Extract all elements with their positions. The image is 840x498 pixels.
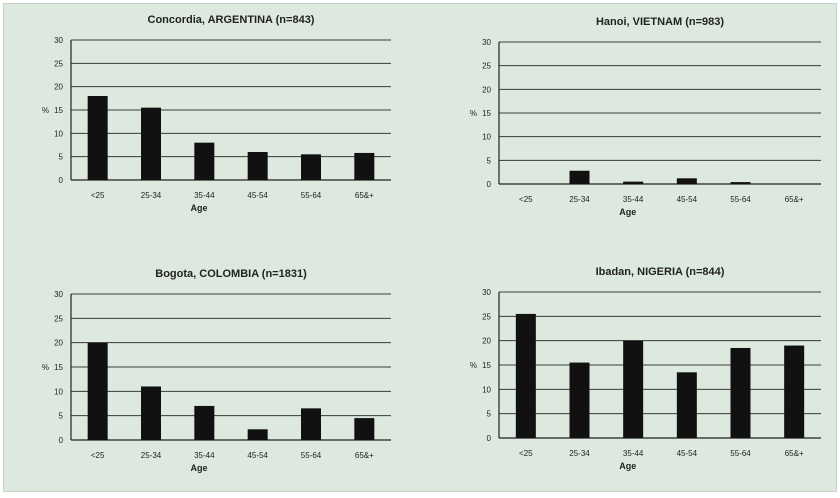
y-tick-label: 10 <box>482 133 491 142</box>
y-tick-label: 25 <box>54 59 63 68</box>
x-tick-label: 25-34 <box>141 451 162 460</box>
x-tick-label: 25-34 <box>569 195 590 204</box>
y-tick-label: 25 <box>482 62 491 71</box>
x-tick-label: 35-44 <box>194 451 215 460</box>
chart-panel-1: Concordia, ARGENTINA (n=843) 0 5 10 15 20 25 30… <box>42 14 391 213</box>
y-tick-label: 0 <box>487 434 492 443</box>
x-tick-label: <25 <box>519 449 533 458</box>
chart-figure: Concordia, ARGENTINA (n=843) 0 5 10 15 20 25 30… <box>3 3 837 492</box>
bar-6 <box>354 418 375 440</box>
x-axis-label: Age <box>190 463 207 473</box>
y-tick-label: 30 <box>482 38 491 47</box>
bar-3 <box>623 181 644 184</box>
x-tick-label: <25 <box>91 191 105 200</box>
x-tick-label: 45-54 <box>247 451 268 460</box>
x-tick-label: 45-54 <box>677 449 698 458</box>
y-tick-label: 0 <box>59 436 64 445</box>
y-tick-label: 0 <box>487 180 492 189</box>
bar-3 <box>194 142 215 180</box>
chart-panel-3: Bogota, COLOMBIA (n=1831) 0 5 10 15 20 25 30% <2… <box>42 268 391 473</box>
y-tick-label: 20 <box>54 83 63 92</box>
x-tick-label: 55-64 <box>301 191 322 200</box>
x-axis-label: Age <box>190 203 207 213</box>
x-tick-label: 55-64 <box>730 195 751 204</box>
y-tick-label: 15 <box>54 363 63 372</box>
y-tick-label: 25 <box>54 314 63 323</box>
y-tick-label: 30 <box>54 36 63 45</box>
bar-1 <box>87 342 108 440</box>
bar-6 <box>354 152 375 180</box>
chart-title: Hanoi, VIETNAM (n=983) <box>596 16 724 28</box>
x-tick-label: 25-34 <box>569 449 590 458</box>
chart-title: Concordia, ARGENTINA (n=843) <box>148 14 315 26</box>
chart-panel-2: Hanoi, VIETNAM (n=983) 0 5 10 15 20 25 30% <25 25… <box>470 16 821 217</box>
x-tick-label: 65&+ <box>355 191 374 200</box>
y-tick-label: 25 <box>482 312 491 321</box>
y-tick-label: 5 <box>59 153 64 162</box>
y-tick-label: 30 <box>482 288 491 297</box>
y-tick-label: 5 <box>487 156 492 165</box>
x-tick-label: 65&+ <box>785 195 804 204</box>
bar-6 <box>784 345 805 438</box>
y-tick-label: 10 <box>54 129 63 138</box>
y-tick-label: 15 <box>54 106 63 115</box>
bar-1 <box>87 96 108 180</box>
x-tick-label: 45-54 <box>677 195 698 204</box>
y-axis-label: % <box>42 363 49 372</box>
x-tick-label: <25 <box>519 195 533 204</box>
bar-2 <box>141 107 161 180</box>
y-tick-label: 20 <box>54 339 63 348</box>
bar-5 <box>730 347 751 438</box>
x-axis-label: Age <box>619 207 636 217</box>
bar-4 <box>676 178 697 184</box>
x-tick-label: 35-44 <box>194 191 215 200</box>
y-tick-label: 10 <box>482 385 491 394</box>
x-tick-label: 35-44 <box>623 449 644 458</box>
chart-panel-4: Ibadan, NIGERIA (n=844) 0 5 10 15 20 25 30% <25 2… <box>470 266 821 471</box>
x-axis-label: Age <box>619 461 636 471</box>
y-tick-label: 5 <box>59 412 64 421</box>
x-tick-label: 35-44 <box>623 195 644 204</box>
bar-4 <box>676 372 697 438</box>
bar-4 <box>247 429 268 440</box>
y-tick-label: 20 <box>482 337 491 346</box>
x-tick-label: 55-64 <box>730 449 751 458</box>
bar-3 <box>623 340 644 438</box>
x-tick-label: 65&+ <box>355 451 374 460</box>
chart-canvas: Concordia, ARGENTINA (n=843) 0 5 10 15 20 25 30… <box>42 14 821 473</box>
bar-5 <box>301 154 321 180</box>
y-tick-label: 0 <box>59 176 64 185</box>
bar-2 <box>569 170 590 184</box>
bar-1 <box>515 313 536 438</box>
x-tick-label: 25-34 <box>141 191 162 200</box>
bar-4 <box>247 152 268 180</box>
y-tick-label: 15 <box>482 361 491 370</box>
bar-5 <box>301 408 321 440</box>
x-tick-label: 55-64 <box>301 451 322 460</box>
x-tick-label: <25 <box>91 451 105 460</box>
y-tick-label: 20 <box>482 85 491 94</box>
bar-3 <box>194 405 215 440</box>
chart-title: Ibadan, NIGERIA (n=844) <box>596 266 725 278</box>
x-tick-label: 45-54 <box>247 191 268 200</box>
bar-5 <box>730 182 751 184</box>
y-axis-label: % <box>470 109 477 118</box>
y-tick-label: 15 <box>482 109 491 118</box>
x-tick-label: 65&+ <box>785 449 804 458</box>
y-tick-label: 5 <box>487 410 492 419</box>
chart-title: Bogota, COLOMBIA (n=1831) <box>155 268 307 280</box>
bar-2 <box>569 362 590 438</box>
y-tick-label: 10 <box>54 387 63 396</box>
y-tick-label: 30 <box>54 290 63 299</box>
y-axis-label: % <box>470 361 477 370</box>
y-axis-label: % <box>42 106 49 115</box>
bar-2 <box>141 386 161 440</box>
